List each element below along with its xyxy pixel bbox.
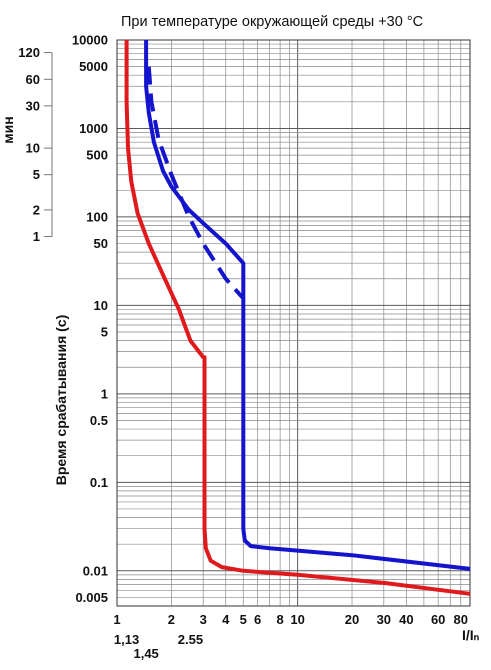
minute-tick-label: 5 — [33, 167, 40, 182]
y-tick-label: 10000 — [72, 33, 108, 48]
x-tick-label: 10 — [290, 612, 304, 627]
x-axis-tick-labels: 1 2 3 4 5 6 8 10 20 30 40 60 80 1,131,45 2.55 — [113, 612, 468, 661]
x-tick-label: 4 — [222, 612, 230, 627]
y-tick-label: 500 — [86, 148, 108, 163]
x-special-tick-label: 2.55 — [178, 632, 203, 647]
minute-tick-label: 60 — [26, 72, 40, 87]
x-special-tick-label: 1,45 — [133, 646, 158, 661]
y-tick-label: 0.1 — [90, 475, 108, 490]
x-tick-label: 5 — [240, 612, 247, 627]
y-tick-label: 50 — [94, 236, 108, 251]
x-tick-label: 80 — [454, 612, 468, 627]
minute-tick-label: 30 — [26, 98, 40, 113]
x-tick-label: 40 — [399, 612, 413, 627]
y-tick-label: 0.5 — [90, 413, 108, 428]
minute-tick-label: 120 — [18, 45, 40, 60]
plot-frame — [116, 39, 471, 607]
x-tick-label: 6 — [254, 612, 261, 627]
chart-series — [124, 40, 471, 596]
x-special-tick-label: 1,13 — [114, 632, 139, 647]
x-tick-label: 8 — [277, 612, 284, 627]
minute-tick-label: 10 — [26, 141, 40, 156]
y-axis-label: Время срабатывания (с) — [53, 315, 69, 486]
x-tick-label: 3 — [200, 612, 207, 627]
y-tick-label: 1000 — [79, 121, 108, 136]
minute-tick-label: 1 — [33, 229, 40, 244]
x-axis-label: I/Iₙ — [462, 627, 480, 643]
x-tick-label: 20 — [345, 612, 359, 627]
y-tick-label: 100 — [86, 209, 108, 224]
x-tick-label: 30 — [377, 612, 391, 627]
x-tick-label: 1 — [113, 612, 120, 627]
y-tick-label: 0.005 — [75, 590, 108, 605]
chart-title: При температуре окружающей среды +30 °C — [121, 14, 423, 30]
minute-tick-label: 2 — [33, 202, 40, 217]
y-tick-label: 10 — [94, 298, 108, 313]
x-tick-label: 2 — [168, 612, 175, 627]
series-line-2 — [144, 40, 471, 571]
minute-axis-label: мин — [0, 116, 16, 143]
y-tick-label: 0.01 — [83, 563, 108, 578]
series-line-1 — [124, 40, 471, 596]
y-axis-tick-labels: 10000 5000 1000 500 100 50 10 5 1 0.5 0.1 0.01 0.005 — [72, 33, 108, 605]
chart-grid — [116, 39, 471, 607]
series-line-3 — [146, 66, 245, 300]
y-tick-label: 5000 — [79, 59, 108, 74]
y-tick-label: 1 — [101, 386, 108, 401]
minute-axis-tick-labels: 120 60 30 10 5 2 1 — [18, 45, 53, 244]
x-tick-label: 60 — [431, 612, 445, 627]
y-tick-label: 5 — [101, 325, 108, 340]
